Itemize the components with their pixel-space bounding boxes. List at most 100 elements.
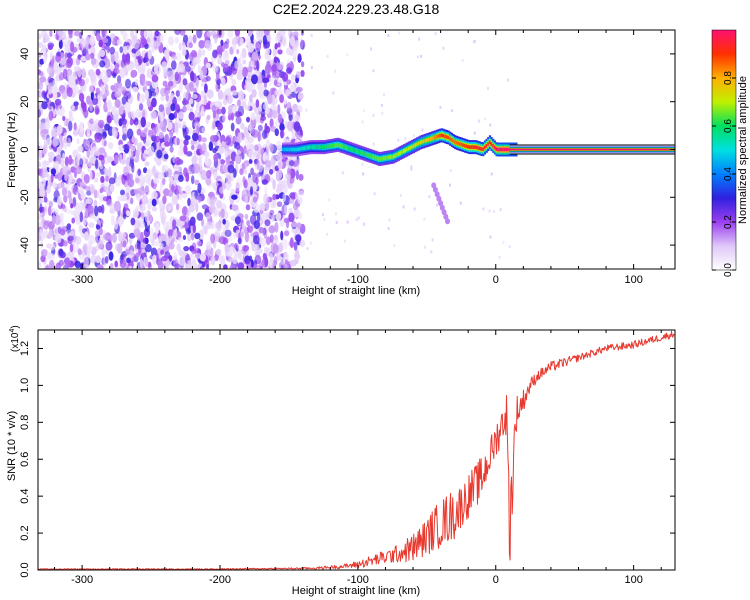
- spectrogram-cell: [142, 79, 148, 91]
- spectrogram-cell: [247, 30, 253, 37]
- spectrogram-cell: [111, 126, 116, 137]
- spectrogram-cell: [41, 44, 47, 55]
- x-tick-label: 100: [624, 574, 642, 586]
- spectrogram-cell: [387, 155, 391, 160]
- spectrogram-cell: [136, 220, 141, 229]
- spectrogram-cell: [300, 70, 305, 77]
- spectrogram-cell: [490, 172, 493, 176]
- spectrogram-cell: [269, 143, 274, 153]
- x-tick-label: -300: [71, 574, 93, 586]
- spectrogram-cell: [505, 147, 508, 152]
- spectrogram-cell: [424, 245, 426, 249]
- spectrogram-cell: [199, 70, 204, 80]
- spectrogram-cell: [173, 164, 180, 172]
- spectrogram-cell: [261, 237, 266, 247]
- spectrogram-cell: [263, 89, 269, 97]
- spectrogram-cell: [74, 260, 81, 269]
- spectrogram-cell: [175, 90, 180, 97]
- spectrogram-cell: [69, 243, 74, 253]
- spectrogram-cell: [60, 251, 66, 259]
- spectrogram-cell: [168, 80, 174, 87]
- spectrogram-cell: [102, 37, 109, 44]
- spectrogram-cell: [147, 49, 152, 60]
- spectrogram-cell: [363, 222, 366, 226]
- spectrogram-cell: [86, 190, 92, 196]
- spectrogram-cell: [88, 244, 93, 254]
- svg-text:(x104): (x104): [9, 325, 21, 352]
- spectrogram-cell: [183, 139, 189, 146]
- spectrogram-cell: [284, 120, 288, 129]
- spectrogram-cell: [251, 74, 258, 85]
- spectrogram-cell: [96, 264, 104, 269]
- spectrogram-cell: [498, 147, 501, 152]
- spectrogram-cell: [156, 149, 163, 159]
- spectrogram-cell: [174, 30, 181, 35]
- spectrogram-cell: [60, 203, 66, 209]
- spectrogram-cell: [172, 219, 177, 230]
- spectrogram-cell: [482, 147, 485, 151]
- spectrogram-cell: [281, 239, 288, 250]
- spectrogram-cell: [95, 224, 101, 230]
- spectrogram-cell: [222, 163, 229, 173]
- spectrogram-cell: [105, 241, 113, 251]
- x-tick-label: 100: [624, 274, 642, 286]
- spectrogram-cell: [262, 129, 267, 140]
- spectrogram-cell: [72, 149, 79, 158]
- spectrogram-cell: [493, 210, 495, 213]
- spectrogram-cell: [293, 241, 298, 251]
- spectrogram-cell: [274, 221, 279, 233]
- spectrogram-cell: [323, 217, 326, 221]
- spectrogram-cell: [73, 84, 79, 95]
- spectrogram-cell: [477, 146, 480, 150]
- spectrogram-cell: [87, 204, 94, 215]
- spectrogram-cell: [429, 137, 432, 141]
- y-tick-label: 0.4: [19, 489, 31, 504]
- spectrogram-cell: [234, 243, 239, 250]
- spectrogram-cell: [195, 252, 201, 259]
- spectrogram-cell: [92, 146, 99, 152]
- spectrogram-cell: [299, 39, 306, 50]
- spectrogram-cell: [158, 235, 162, 244]
- spectrogram-cell: [508, 245, 511, 249]
- spectrogram-cell: [397, 152, 401, 156]
- spectrogram-cell: [361, 162, 364, 166]
- spectrogram-cell: [404, 148, 407, 153]
- spectrogram-cell: [218, 236, 226, 245]
- spectrogram-cell: [153, 241, 160, 247]
- spectrogram-cell: [295, 169, 299, 180]
- spectrogram-cell: [128, 232, 136, 239]
- spectrogram-cell: [378, 157, 381, 161]
- spectrogram-cell: [443, 213, 449, 220]
- spectrogram-cell: [108, 251, 114, 261]
- spectrogram-cell: [59, 58, 67, 66]
- spectrogram-cell: [257, 124, 263, 132]
- spectrogram-cell: [38, 181, 43, 187]
- spectrogram-cell: [79, 121, 84, 133]
- spectrogram-cell: [371, 154, 374, 159]
- spectrogram-cell: [374, 155, 377, 160]
- spectrogram-cell: [80, 192, 87, 200]
- spectrogram-cell: [214, 36, 218, 44]
- colorbar-tick-label: 0.4: [723, 167, 734, 181]
- spectrogram-cell: [224, 49, 228, 58]
- spectrogram-cell: [174, 71, 179, 82]
- spectrogram-cell: [231, 90, 238, 96]
- spectrogram-cell: [43, 144, 48, 155]
- spectrogram-cell: [272, 243, 279, 254]
- spectrogram-cell: [434, 191, 440, 198]
- x-tick-label: -200: [209, 274, 231, 286]
- spectrogram-cell: [253, 203, 260, 213]
- spectrogram-cell: [138, 84, 143, 91]
- spectrogram-cell: [216, 248, 222, 256]
- spectrogram-cell: [181, 121, 187, 129]
- spectrogram-cell: [288, 198, 295, 204]
- spectrogram-cell: [120, 30, 124, 36]
- spectrogram-cell: [279, 219, 285, 228]
- spectrogram-cell: [55, 262, 61, 269]
- spectrogram-cell: [158, 131, 164, 139]
- y-tick-label: 20: [19, 96, 31, 108]
- spectrogram-cell: [217, 54, 223, 63]
- spectrogram-cell: [193, 121, 201, 128]
- spectrogram-cell: [182, 235, 187, 241]
